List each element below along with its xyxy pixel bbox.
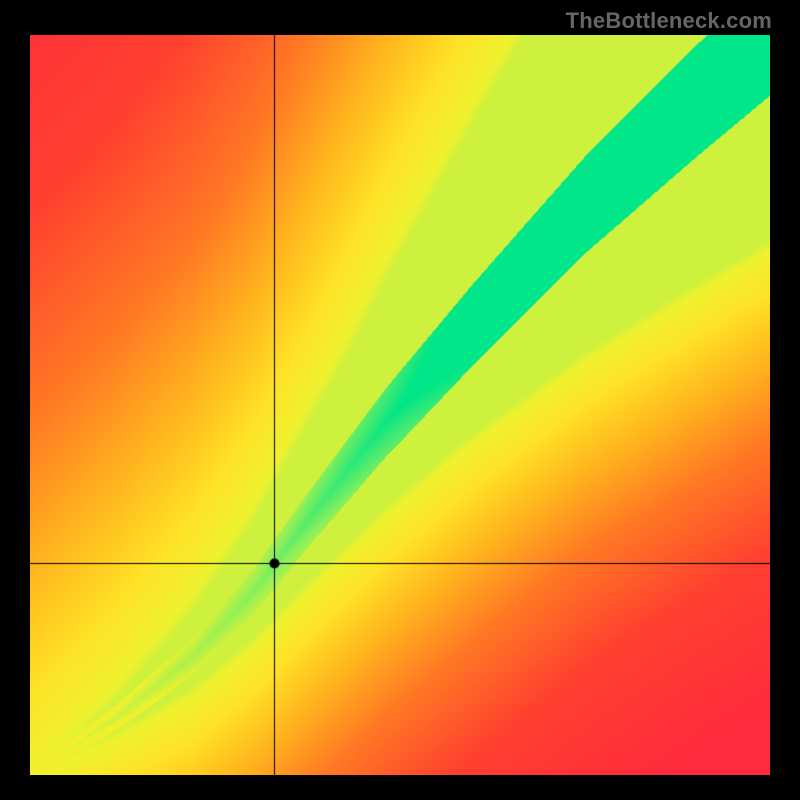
figure-container: TheBottleneck.com (0, 0, 800, 800)
heatmap-canvas (30, 35, 770, 775)
heatmap-plot (30, 35, 770, 775)
watermark-text: TheBottleneck.com (566, 8, 772, 34)
